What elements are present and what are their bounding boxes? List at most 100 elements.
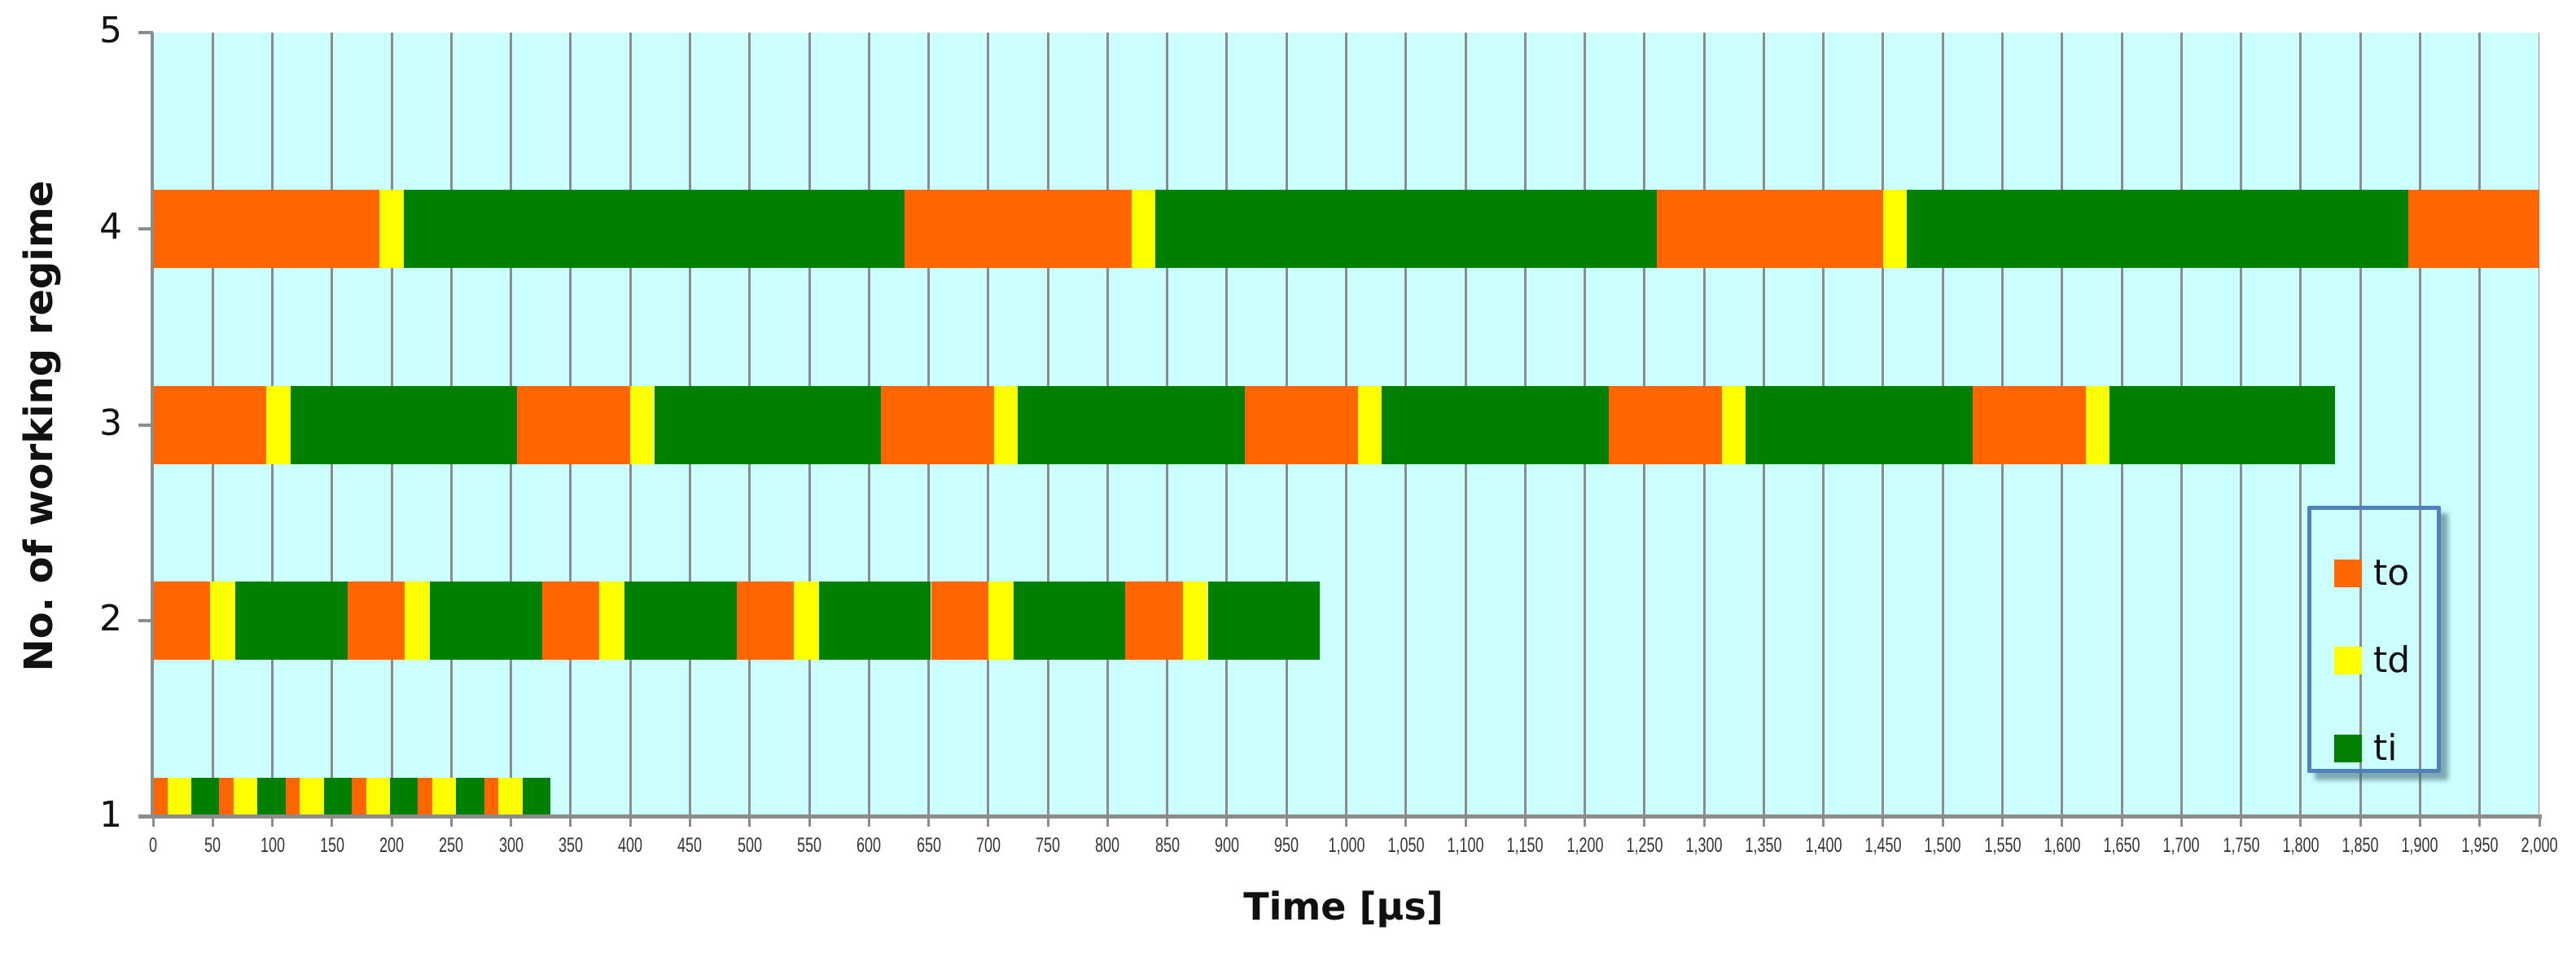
x-tick-mark bbox=[1404, 817, 1408, 827]
bar-segment-td bbox=[994, 385, 1019, 464]
legend-swatch-ti bbox=[2334, 735, 2362, 762]
gridline bbox=[2538, 33, 2539, 817]
x-tick-mark bbox=[1882, 817, 1885, 827]
x-tick-label: 1,800 bbox=[2282, 834, 2320, 857]
legend-swatch-to bbox=[2334, 560, 2362, 587]
x-tick-label: 1,750 bbox=[2223, 834, 2260, 857]
x-tick-mark bbox=[688, 817, 691, 827]
bar-segment-td bbox=[793, 582, 819, 661]
x-tick-mark bbox=[2418, 817, 2421, 827]
x-tick-mark bbox=[867, 817, 870, 827]
x-tick-label: 1,450 bbox=[1864, 834, 1902, 857]
plot-area bbox=[153, 33, 2539, 817]
bar-segment-to bbox=[153, 385, 267, 464]
x-tick-mark bbox=[1345, 817, 1347, 827]
x-tick-label: 700 bbox=[975, 834, 1001, 857]
x-tick-mark bbox=[748, 817, 751, 827]
legend-item-to: to bbox=[2334, 552, 2410, 594]
bar-segment-to bbox=[931, 582, 988, 661]
legend-swatch-td bbox=[2334, 647, 2362, 674]
bar-segment-to bbox=[1656, 189, 1883, 268]
bar-segment-td bbox=[405, 582, 430, 661]
bar-segment-td bbox=[1358, 385, 1382, 464]
y-tick-mark bbox=[138, 31, 153, 34]
bar-segment-to bbox=[153, 189, 380, 268]
x-tick-mark bbox=[151, 817, 155, 827]
x-tick-label: 400 bbox=[618, 834, 643, 857]
x-tick-label: 1,500 bbox=[1924, 834, 1961, 857]
x-tick-mark bbox=[987, 817, 990, 827]
x-tick-label: 1,250 bbox=[1626, 834, 1663, 857]
bar-segment-td bbox=[167, 778, 191, 817]
x-tick-label: 0 bbox=[148, 834, 158, 857]
bar-segment-to bbox=[880, 385, 995, 464]
y-tick-label: 2 bbox=[99, 598, 122, 640]
x-tick-mark bbox=[1762, 817, 1765, 827]
bar-segment-to bbox=[285, 778, 300, 817]
x-tick-label: 650 bbox=[916, 834, 941, 857]
x-tick-mark bbox=[510, 817, 513, 827]
x-tick-mark bbox=[1166, 817, 1169, 827]
bar-segment-td bbox=[379, 189, 404, 268]
legend-item-ti: ti bbox=[2334, 731, 2397, 766]
x-tick-label: 300 bbox=[498, 834, 524, 857]
gridline bbox=[2478, 33, 2482, 817]
bar-segment-to bbox=[484, 778, 499, 817]
x-tick-mark bbox=[2001, 817, 2004, 827]
x-tick-label: 150 bbox=[319, 834, 344, 857]
bar-segment-td bbox=[366, 778, 390, 817]
bar-segment-to bbox=[541, 582, 600, 661]
bar-segment-ti bbox=[654, 385, 881, 464]
bar-segment-td bbox=[1882, 189, 1908, 268]
bar-segment-to bbox=[1972, 385, 2087, 464]
x-tick-label: 1,050 bbox=[1387, 834, 1425, 857]
bar-segment-td bbox=[1182, 582, 1208, 661]
x-tick-label: 1,150 bbox=[1506, 834, 1544, 857]
bar-segment-td bbox=[498, 778, 523, 817]
x-tick-label: 850 bbox=[1154, 834, 1180, 857]
bar-segment-to bbox=[905, 189, 1132, 268]
bar-segment-ti bbox=[2109, 385, 2336, 464]
bar-segment-ti bbox=[456, 778, 484, 817]
x-tick-mark bbox=[271, 817, 274, 827]
x-tick-label: 200 bbox=[379, 834, 405, 857]
bar-segment-ti bbox=[1746, 385, 1973, 464]
bar-segment-to bbox=[1608, 385, 1723, 464]
x-tick-label: 1,000 bbox=[1327, 834, 1365, 857]
bar-segment-ti bbox=[522, 778, 550, 817]
x-tick-mark bbox=[1106, 817, 1109, 827]
x-tick-label: 900 bbox=[1214, 834, 1239, 857]
bar-segment-to bbox=[2407, 189, 2539, 268]
bar-segment-ti bbox=[403, 189, 905, 268]
bar-segment-ti bbox=[1013, 582, 1126, 661]
bar-segment-td bbox=[1722, 385, 1746, 464]
gridline bbox=[2418, 33, 2421, 817]
bar-segment-to bbox=[1125, 582, 1183, 661]
x-tick-label: 100 bbox=[260, 834, 285, 857]
bar-segment-to bbox=[736, 582, 794, 661]
x-tick-mark bbox=[629, 817, 632, 827]
bar-segment-ti bbox=[323, 778, 352, 817]
bar-segment-to bbox=[153, 778, 168, 817]
bar-segment-ti bbox=[1907, 189, 2408, 268]
x-tick-mark bbox=[2061, 817, 2064, 827]
y-tick-label: 1 bbox=[99, 794, 122, 836]
bar-segment-to bbox=[352, 778, 366, 817]
x-tick-label: 50 bbox=[204, 834, 221, 857]
y-tick-mark bbox=[138, 815, 153, 819]
x-tick-mark bbox=[1523, 817, 1527, 827]
y-tick-mark bbox=[138, 226, 153, 230]
x-tick-mark bbox=[211, 817, 214, 827]
x-tick-mark bbox=[1702, 817, 1706, 827]
bar-segment-to bbox=[516, 385, 631, 464]
legend-label-to: to bbox=[2373, 552, 2410, 594]
x-tick-mark bbox=[331, 817, 334, 827]
x-tick-label: 600 bbox=[856, 834, 882, 857]
x-tick-label: 950 bbox=[1274, 834, 1299, 857]
legend-label-td: td bbox=[2373, 639, 2411, 681]
x-tick-label: 1,200 bbox=[1566, 834, 1604, 857]
x-tick-mark bbox=[449, 817, 453, 827]
legend-item-td: td bbox=[2334, 639, 2411, 681]
x-tick-mark bbox=[927, 817, 931, 827]
bar-segment-ti bbox=[235, 582, 348, 661]
